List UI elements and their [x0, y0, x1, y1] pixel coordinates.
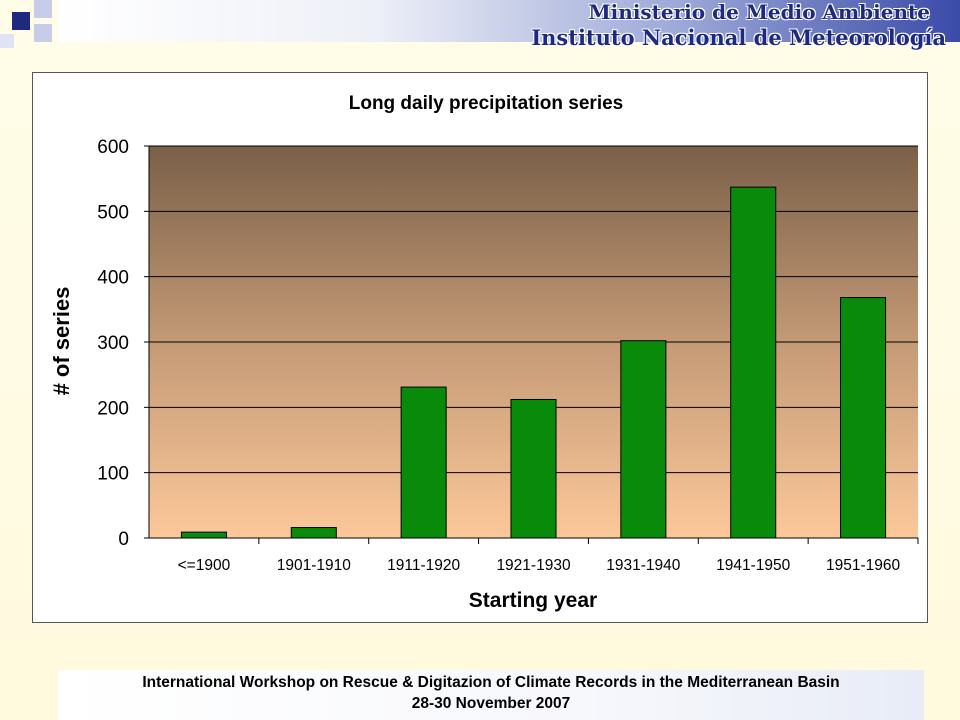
- y-axis-label: # of series: [49, 287, 74, 396]
- bar: [840, 297, 887, 539]
- footer-workshop-title: International Workshop on Rescue & Digit…: [142, 674, 840, 691]
- footer-date: 28-30 November 2007: [411, 695, 571, 712]
- square-navy: [12, 12, 30, 30]
- y-tick-label: 100: [97, 464, 129, 485]
- y-tick-label: 200: [97, 398, 129, 419]
- x-tick-label: 1921-1930: [496, 557, 571, 574]
- header-band: [58, 0, 960, 42]
- bar: [620, 340, 667, 539]
- square-light-3: [0, 34, 14, 48]
- y-tick-label: 0: [118, 529, 129, 550]
- footer: International Workshop on Rescue & Digit…: [58, 670, 924, 720]
- bar-chart: Long daily precipitation series # of ser…: [49, 93, 919, 612]
- y-tick-label: 400: [97, 268, 129, 289]
- bar: [730, 186, 777, 539]
- x-tick-label: 1901-1910: [277, 557, 352, 574]
- decorative-squares: [0, 0, 60, 60]
- y-tick-label: 300: [97, 333, 129, 354]
- x-tick-label: 1931-1940: [606, 557, 681, 574]
- bar: [510, 398, 557, 539]
- y-tick-label: 500: [97, 202, 129, 223]
- bar: [290, 527, 337, 539]
- ministry-title: Ministerio de Medio Ambiente: [588, 0, 930, 24]
- chart-frame: Long daily precipitation series # of ser…: [32, 72, 928, 623]
- y-tick-label: 600: [97, 137, 129, 158]
- square-light-2: [34, 24, 52, 42]
- square-light-1: [34, 0, 52, 18]
- bar: [180, 531, 227, 539]
- chart-title: Long daily precipitation series: [349, 93, 624, 114]
- x-tick-label: 1941-1950: [716, 557, 791, 574]
- x-tick-label: <=1900: [178, 557, 231, 574]
- x-axis-label: Starting year: [469, 589, 597, 612]
- bar: [400, 386, 447, 539]
- x-tick-label: 1911-1920: [387, 557, 460, 574]
- x-tick-label: 1951-1960: [826, 557, 901, 574]
- institute-title: Instituto Nacional de Meteorología: [531, 25, 946, 50]
